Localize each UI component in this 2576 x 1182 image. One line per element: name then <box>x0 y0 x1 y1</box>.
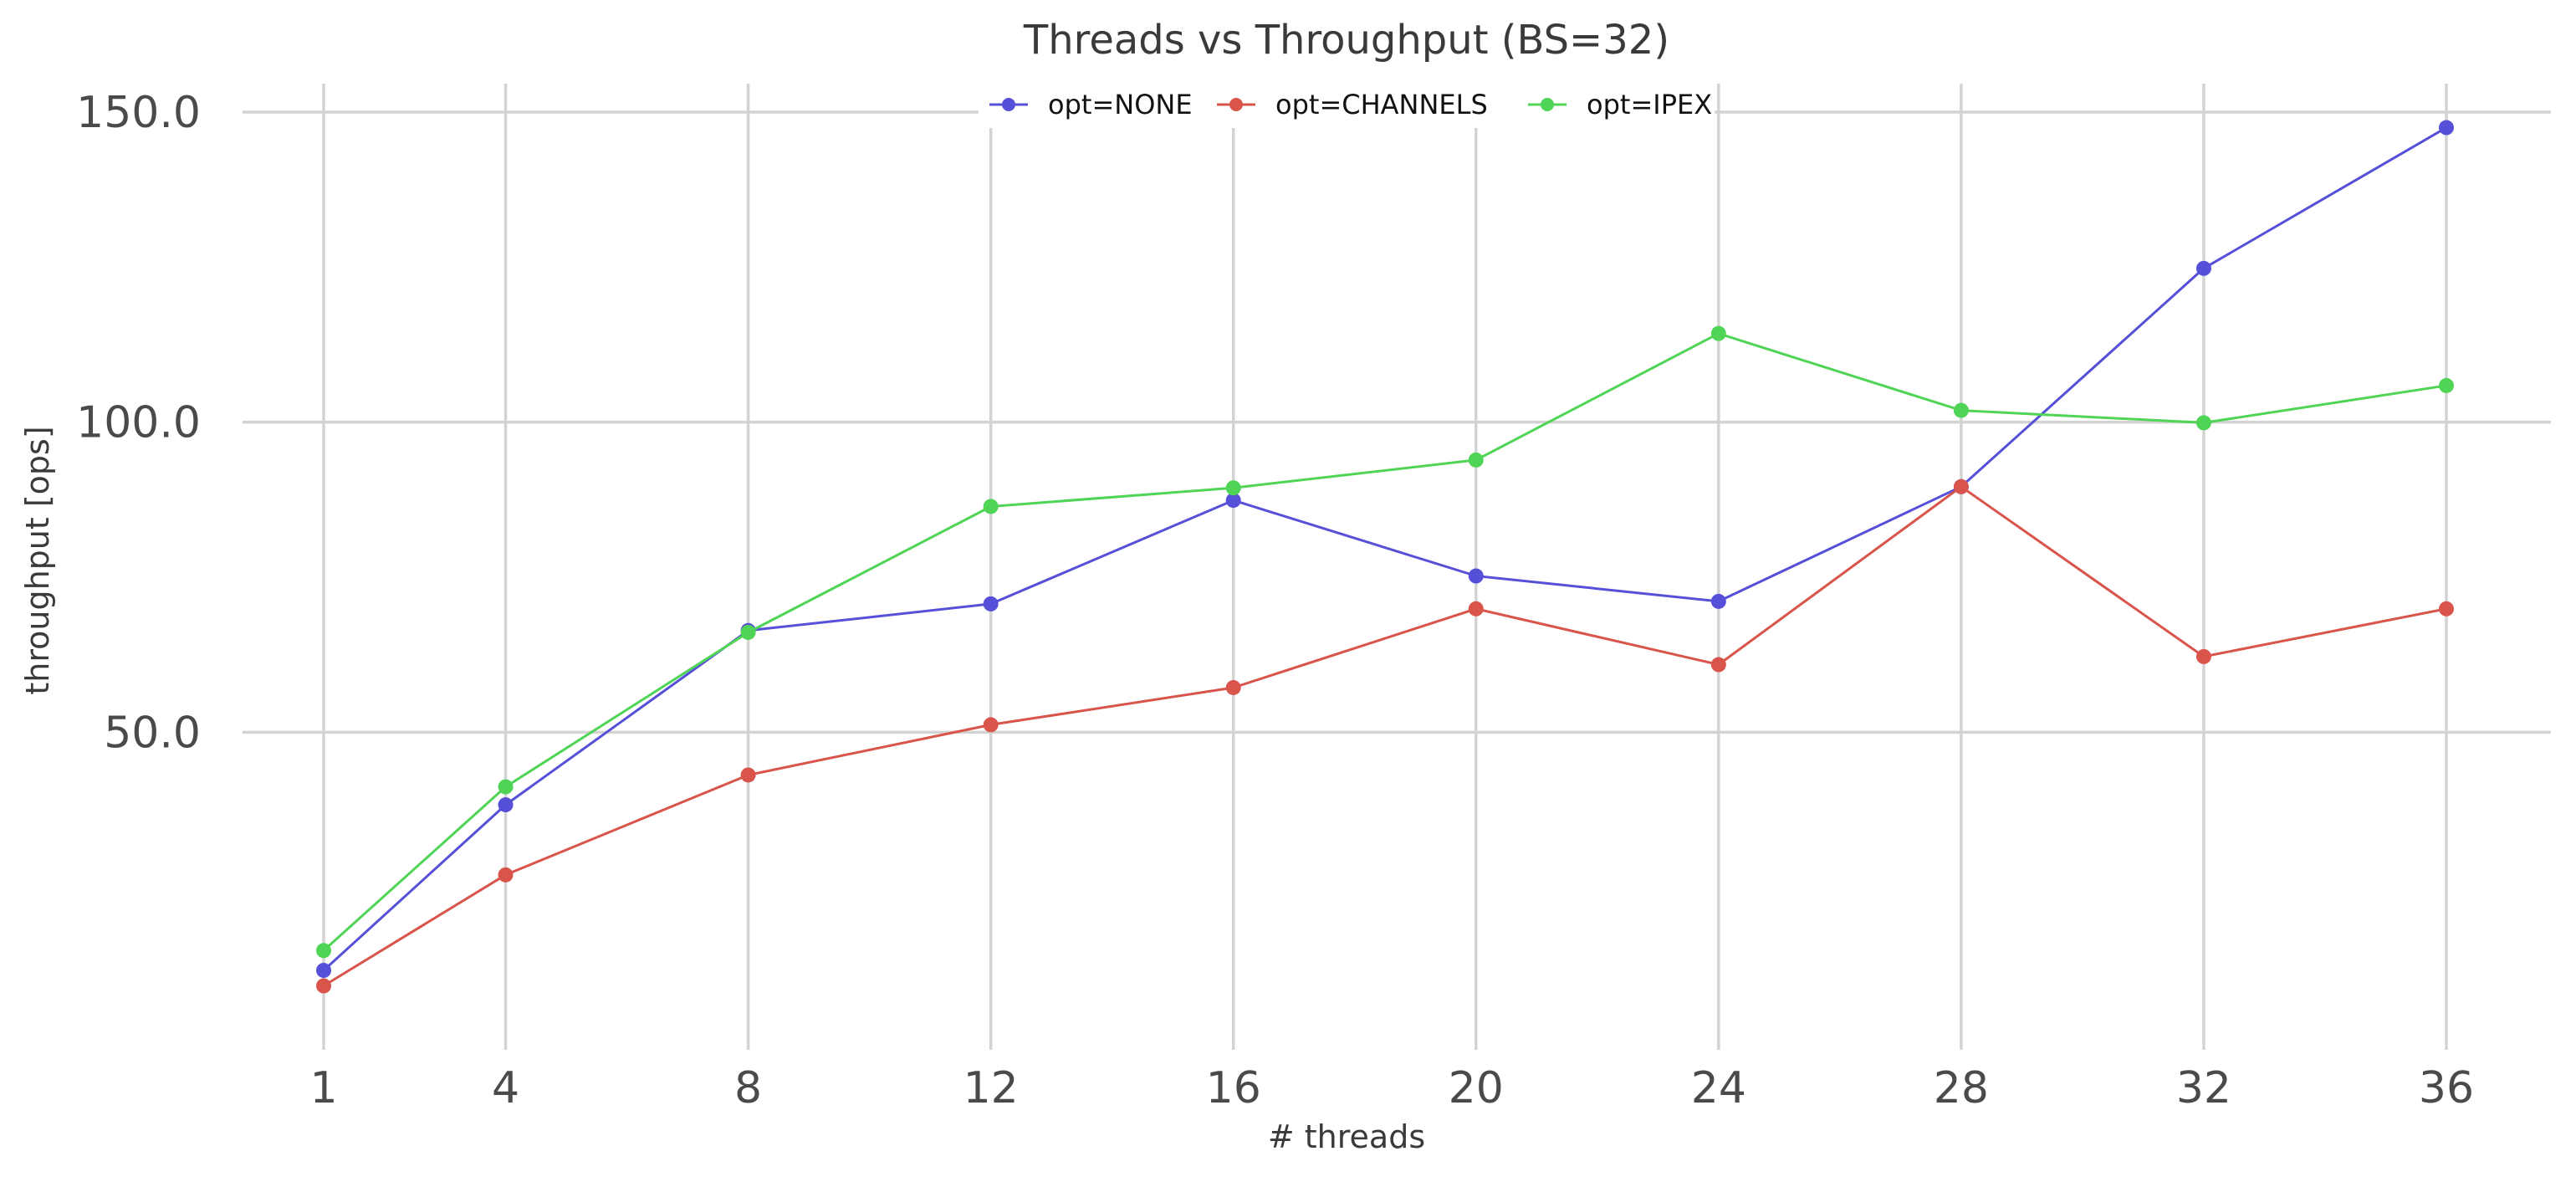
data-point <box>498 779 514 795</box>
data-point <box>1710 593 1726 609</box>
data-point <box>498 797 514 813</box>
legend-entry-label: opt=IPEX <box>1587 89 1712 120</box>
legend-entry-label: opt=NONE <box>1048 89 1193 120</box>
data-point <box>1468 568 1484 584</box>
series-group <box>316 325 2454 959</box>
series-line <box>322 332 2447 952</box>
data-point <box>316 978 331 994</box>
data-point <box>2195 260 2211 276</box>
data-point <box>316 963 331 979</box>
x-tick-label: 32 <box>2176 1063 2231 1113</box>
data-point <box>983 717 999 733</box>
x-tick-label: 12 <box>963 1063 1019 1113</box>
series-line <box>323 485 2447 987</box>
data-point <box>1710 657 1726 673</box>
series-line <box>322 126 2447 972</box>
y-tick-label: 100.0 <box>76 398 201 448</box>
series-group <box>316 478 2454 994</box>
y-tick-label: 150.0 <box>76 88 201 138</box>
tick-labels: 50.0 100.0 150.0 1 4 8 12 16 20 24 28 32 36 <box>76 88 2474 1113</box>
x-axis-label: # threads <box>1268 1118 1425 1155</box>
chart-title: Threads vs Throughput (BS=32) <box>1023 17 1669 64</box>
data-point <box>1225 480 1241 496</box>
data-point <box>316 943 331 959</box>
legend-background <box>979 79 1715 128</box>
legend-marker-swatch <box>1541 98 1554 111</box>
data-point <box>1468 452 1484 468</box>
x-tick-label: 20 <box>1449 1063 1504 1113</box>
data-point <box>2439 601 2454 617</box>
y-axis-label: throughput [ops] <box>19 426 56 694</box>
legend: opt=NONE opt=CHANNELS opt=IPEX <box>979 79 1715 128</box>
legend-marker-swatch <box>1229 98 1243 111</box>
data-point <box>1710 325 1726 341</box>
data-point <box>2195 415 2211 431</box>
data-point <box>983 499 999 514</box>
data-point <box>1953 402 1969 418</box>
x-tick-label: 4 <box>492 1063 519 1113</box>
x-tick-label: 1 <box>309 1063 337 1113</box>
data-point <box>983 596 999 611</box>
series-lines <box>316 120 2454 994</box>
data-point <box>740 767 756 783</box>
x-tick-label: 16 <box>1206 1063 1261 1113</box>
data-point <box>2439 377 2454 393</box>
data-point <box>498 867 514 883</box>
x-tick-label: 8 <box>734 1063 762 1113</box>
y-tick-label: 50.0 <box>104 708 201 758</box>
data-point <box>740 624 756 640</box>
x-tick-label: 24 <box>1691 1063 1746 1113</box>
series-group <box>316 120 2454 979</box>
x-tick-label: 28 <box>1934 1063 1989 1113</box>
data-point <box>1225 493 1241 509</box>
data-point <box>2195 648 2211 664</box>
grid-lines <box>243 84 2551 1050</box>
legend-marker-swatch <box>1002 98 1015 111</box>
x-tick-label: 36 <box>2419 1063 2474 1113</box>
data-point <box>1225 679 1241 695</box>
data-point <box>2439 120 2454 136</box>
legend-entry-label: opt=CHANNELS <box>1275 89 1488 120</box>
data-point <box>1468 601 1484 617</box>
data-point <box>1953 478 1969 494</box>
